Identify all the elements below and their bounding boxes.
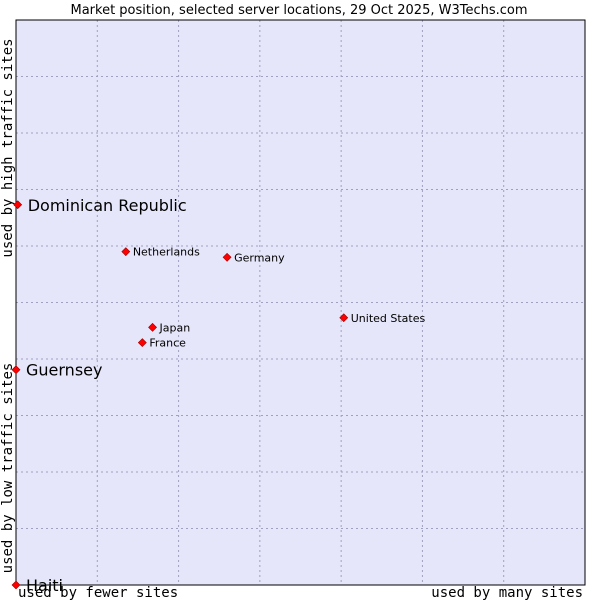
data-label-haiti: Haiti <box>26 576 63 595</box>
x-axis-label-high: used by many sites <box>431 585 583 600</box>
plot-border <box>15 19 586 586</box>
data-point-germany <box>222 252 232 262</box>
data-point-united-states <box>339 313 349 323</box>
data-label-united-states: United States <box>351 312 426 325</box>
y-axis-label-high: used by high traffic sites <box>0 38 16 257</box>
data-point-france <box>137 338 147 348</box>
data-point-dominican-republic <box>13 200 23 210</box>
data-label-germany: Germany <box>234 251 285 264</box>
data-label-guernsey: Guernsey <box>26 361 102 380</box>
y-axis-label-low: used by low traffic sites <box>0 363 16 574</box>
plot-area <box>16 20 585 585</box>
data-point-haiti <box>11 580 21 590</box>
data-label-japan: Japan <box>159 321 191 334</box>
chart-title: Market position, selected server locatio… <box>70 3 527 18</box>
x-axis-label-low: used by fewer sites <box>18 585 178 600</box>
grid <box>16 20 585 585</box>
data-points: Dominican Republic Netherlands Germany Unit… <box>11 196 426 595</box>
data-label-france: France <box>149 337 186 350</box>
data-point-japan <box>148 322 157 332</box>
data-label-dominican-republic: Dominican Republic <box>28 196 187 215</box>
data-point-guernsey <box>11 365 21 375</box>
data-label-netherlands: Netherlands <box>133 246 200 259</box>
data-point-netherlands <box>121 247 131 257</box>
